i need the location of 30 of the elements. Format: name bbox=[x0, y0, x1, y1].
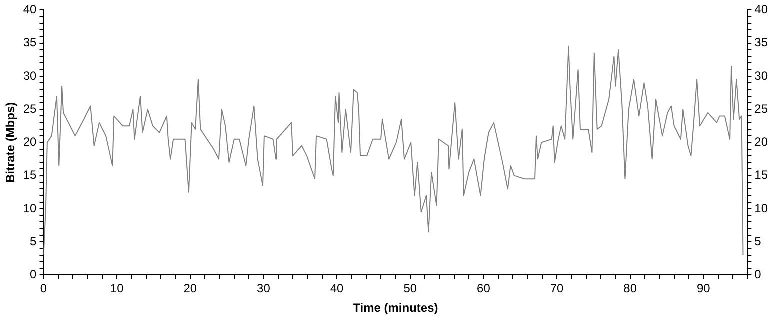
x-tick-label: 10 bbox=[110, 282, 124, 296]
y2-tick-label: 30 bbox=[754, 68, 768, 83]
y-tick-label: 10 bbox=[23, 201, 38, 216]
y-tick-label: 0 bbox=[30, 268, 38, 282]
y2-tick-label: 20 bbox=[754, 135, 768, 150]
y2-tick-label: 0 bbox=[754, 268, 762, 282]
y-tick-label: 35 bbox=[23, 36, 38, 50]
y2-tick-label: 40 bbox=[754, 2, 768, 17]
x-tick-label: 0 bbox=[40, 282, 48, 296]
y-tick-label: 40 bbox=[23, 2, 38, 17]
y2-tick-label: 15 bbox=[754, 168, 768, 182]
x-tick-label: 80 bbox=[624, 282, 638, 296]
x-tick-label: 90 bbox=[696, 282, 711, 296]
y-axis-title: Bitrate (Mbps) bbox=[4, 102, 18, 184]
x-tick-label: 70 bbox=[550, 282, 564, 296]
y-tick-label: 5 bbox=[30, 234, 38, 248]
y2-tick-label: 25 bbox=[754, 102, 768, 116]
y-tick-label: 20 bbox=[23, 135, 38, 150]
x-axis-title: Time (minutes) bbox=[353, 301, 438, 316]
y-tick-label: 30 bbox=[23, 68, 38, 83]
y2-tick-label: 5 bbox=[754, 234, 762, 248]
x-tick-label: 30 bbox=[257, 282, 271, 296]
x-tick-label: 40 bbox=[330, 282, 344, 296]
y-tick-label: 15 bbox=[23, 168, 38, 182]
x-tick-label: 60 bbox=[477, 282, 491, 296]
x-tick-label: 20 bbox=[184, 282, 198, 296]
y2-tick-label: 10 bbox=[754, 201, 768, 216]
y-tick-label: 25 bbox=[23, 102, 38, 116]
y2-tick-label: 35 bbox=[754, 36, 768, 50]
x-tick-label: 50 bbox=[404, 282, 418, 296]
